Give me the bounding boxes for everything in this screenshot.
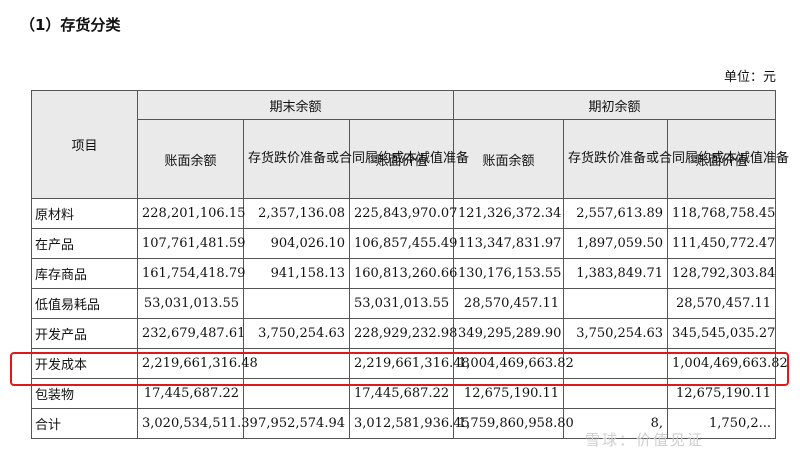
header-group-end: 期末余额 [136,90,455,120]
table-cell: 1,897,059.50 [563,228,669,259]
table-cell: 941,158.13 [243,258,350,289]
table-cell: 3,020,534,511.39 [137,408,258,439]
header-book-balance: 账面余额 [137,119,244,199]
row-item-label: 库存商品 [31,258,138,289]
table-cell: 232,679,487.61 [137,318,245,349]
header-group-begin: 期初余额 [453,90,777,120]
row-item-label: 开发产品 [31,318,138,349]
table-cell: 161,754,418.79 [137,258,245,289]
table-cell: 3,750,254.63 [243,318,350,349]
header-item: 项目 [31,90,138,199]
table-row: 包装物 17,445,687.22 17,445,687.22 12,675,190.… [31,378,777,409]
table-cell: 130,176,153.55 [453,258,565,289]
table-row: 原材料 228,201,106.15 2,357,136.08 225,843,970… [31,198,777,229]
table-cell [563,288,669,319]
section-title: （1）存货分类 [20,16,121,34]
table-cell: 2,557,613.89 [563,198,669,229]
header-book-value: 账面价值 [667,119,777,199]
table-cell: 228,929,232.98 [348,318,457,349]
header-book-balance: 账面余额 [453,119,565,199]
table-cell: 3,012,581,936.45 [348,408,470,439]
inventory-table: 项目 期末余额 期初余额 账面余额 存货跌价准备或合同履约成本减值准备 账面价值… [31,90,789,439]
table-cell: 107,761,481.59 [137,228,245,259]
table-cell: 1,759,860,958.80 [453,408,574,439]
table-cell: 53,031,013.55 [348,288,455,319]
table-cell: 8, [563,408,669,439]
table-cell: 113,347,831.97 [453,228,565,259]
table-cell: 904,026.10 [243,228,350,259]
highlight-box [10,352,789,386]
table-cell: 160,813,260.66 [348,258,457,289]
table-cell: 128,792,303.84 [667,258,777,289]
table-cell: 228,201,106.15 [137,198,245,229]
table-cell: 17,445,687.22 [348,378,455,409]
table-row: 在产品 107,761,481.59 904,026.10 106,857,455.4… [31,228,777,259]
table-cell: 28,570,457.11 [453,288,565,319]
row-item-label: 低值易耗品 [31,288,138,319]
table-cell: 12,675,190.11 [667,378,777,409]
row-item-label: 合计 [31,408,138,439]
table-cell: 118,768,758.45 [667,198,777,229]
table-cell: 17,445,687.22 [137,378,244,409]
row-item-label: 原材料 [31,198,138,229]
table-cell: 345,545,035.27 [667,318,777,349]
table-cell: 349,295,289.90 [453,318,565,349]
table-cell: 2,357,136.08 [243,198,350,229]
header-book-value: 账面价值 [348,119,455,199]
table-cell: 28,570,457.11 [667,288,777,319]
watermark: 雪球：价值见证 [585,431,705,449]
table-cell [243,288,350,319]
table-cell: 7,952,574.94 [243,408,350,439]
table-cell [243,378,350,409]
table-cell: 1,383,849.71 [563,258,669,289]
table-row: 低值易耗品 53,031,013.55 53,031,013.55 28,570,45… [31,288,777,319]
header-impairment: 存货跌价准备或合同履约成本减值准备 [243,119,469,199]
table-row: 库存商品 161,754,418.79 941,158.13 160,813,260.… [31,258,777,289]
table-row: 开发产品 232,679,487.61 3,750,254.63 228,929,23… [31,318,777,349]
table-cell: 53,031,013.55 [137,288,244,319]
header-impairment: 存货跌价准备或合同履约成本减值准备 [563,119,789,199]
row-item-label: 包装物 [31,378,138,409]
table-cell: 111,450,772.47 [667,228,777,259]
table-cell [563,378,669,409]
table-row: 合计 3,020,534,511.39 7,952,574.94 3,012,581,… [31,408,777,439]
unit-label: 单位：元 [723,70,776,85]
table-cell: 121,326,372.34 [453,198,565,229]
table-cell: 12,675,190.11 [453,378,565,409]
row-item-label: 在产品 [31,228,138,259]
table-cell: 1,750,2... [667,408,777,439]
table-cell: 225,843,970.07 [348,198,457,229]
table-cell: 106,857,455.49 [348,228,457,259]
table-cell: 3,750,254.63 [563,318,669,349]
